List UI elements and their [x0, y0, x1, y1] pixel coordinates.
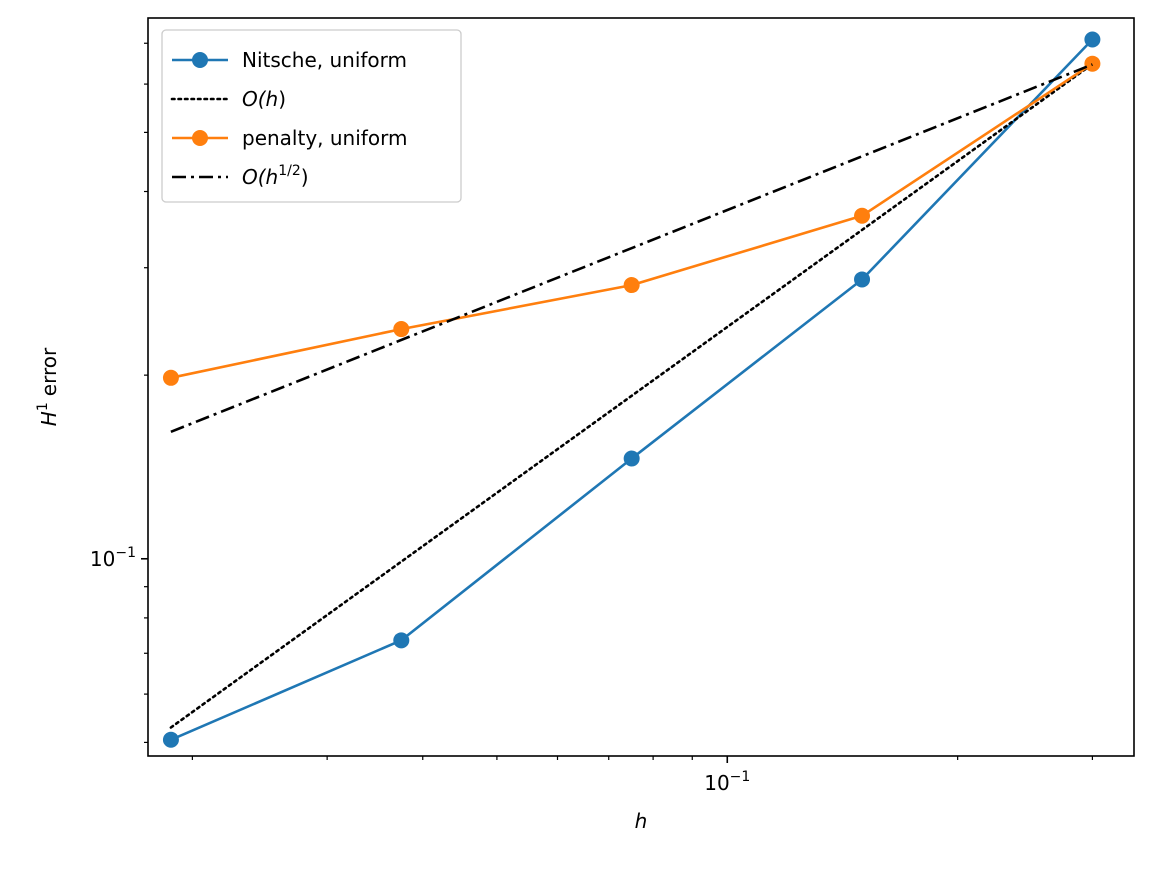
data-point: [854, 207, 871, 224]
legend-entry: penalty, uniform: [172, 126, 407, 150]
legend-marker-swatch: [192, 52, 208, 68]
series-line: [169, 62, 1094, 729]
data-point: [1084, 31, 1101, 48]
data-point: [393, 321, 410, 338]
data-point: [1084, 55, 1101, 72]
series-2: [162, 55, 1101, 386]
series-0: [162, 31, 1101, 748]
plot-frame: [147, 17, 1135, 757]
legend-entry: O(h1/2): [172, 163, 309, 189]
legend-entry: O(h): [170, 87, 286, 111]
series-line: [170, 63, 1093, 434]
legend: Nitsche, uniform O(h) penalty, uniform O(h1…: [161, 29, 462, 203]
y-axis-label: H1 error: [35, 347, 61, 426]
data-point: [623, 450, 640, 467]
y-axis-label-sup: 1: [35, 402, 51, 411]
legend-label: penalty, uniform: [242, 126, 407, 150]
legend-label: O(h): [242, 87, 286, 111]
legend-box: [161, 29, 462, 203]
y-axis-label-text: error: [37, 347, 61, 396]
x-tick-label: 10−1: [704, 769, 750, 795]
data-point: [393, 632, 410, 649]
legend-label: Nitsche, uniform: [242, 48, 407, 72]
data-point: [623, 277, 640, 294]
y-tick-label: 10−1: [90, 545, 136, 571]
legend-label: O(h1/2): [242, 163, 309, 189]
series-1: [169, 62, 1094, 729]
ticks-layer: 10−1 10−1: [90, 42, 1094, 795]
series-layer: [162, 31, 1101, 748]
legend-entry: Nitsche, uniform: [172, 48, 407, 72]
data-point: [854, 271, 871, 288]
data-point: [162, 369, 179, 386]
x-axis-label: h: [635, 809, 648, 833]
legend-marker-swatch: [192, 130, 208, 146]
series-3: [170, 63, 1093, 434]
y-axis-label-prefix: H: [37, 411, 61, 426]
data-point: [162, 731, 179, 748]
